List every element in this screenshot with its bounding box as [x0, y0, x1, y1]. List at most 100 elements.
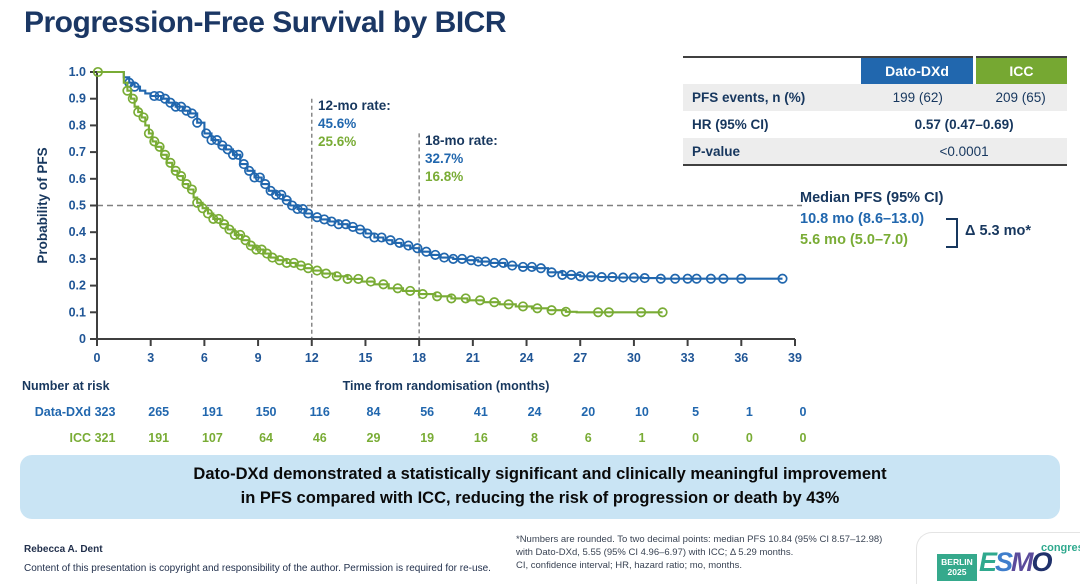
censor-mark-icc: [432, 291, 443, 302]
censor-mark-icc: [213, 213, 224, 224]
median-pfs-block: Median PFS (95% CI) 10.8 mo (8.6–13.0) 5…: [800, 190, 1078, 251]
censor-mark-dato-dxd: [249, 172, 260, 183]
annotation-12mo-rate: 12-mo rate: 45.6% 25.6%: [318, 97, 391, 152]
annotation-18mo-dato-value: 32.7%: [425, 151, 464, 167]
summary-line-2: in PFS compared with ICC, reducing the r…: [240, 489, 840, 507]
footer-author-block: Rebecca A. Dent Content of this presenta…: [24, 544, 491, 574]
risk-count: 46: [313, 431, 327, 445]
censor-mark-icc: [603, 307, 614, 318]
summary-line-1: Dato-DXd demonstrated a statistically si…: [193, 465, 887, 484]
censor-mark-dato-dxd: [206, 135, 217, 146]
risk-count: 150: [256, 405, 277, 419]
risk-count: 323: [95, 405, 116, 419]
censor-mark-icc: [143, 128, 154, 139]
esmo-letter-o: O: [1031, 547, 1053, 577]
esmo-wordmark: ESMO: [979, 547, 1053, 578]
censor-mark-dato-dxd: [333, 219, 344, 230]
y-tick-label: 0.6: [69, 172, 86, 186]
censor-mark-dato-dxd: [292, 203, 303, 215]
censor-mark-dato-dxd: [498, 257, 509, 268]
x-tick-label: 6: [201, 351, 208, 365]
censor-mark-dato-dxd: [276, 189, 287, 200]
esmo-letter-m: M: [1011, 547, 1033, 577]
y-tick-label: 0.3: [69, 252, 86, 266]
x-tick-label: 3: [147, 351, 154, 365]
stats-table-col-dato: Dato-DXd: [861, 57, 976, 84]
censor-mark-dato-dxd: [211, 135, 222, 146]
footnotes: *Numbers are rounded. To two decimal poi…: [516, 533, 882, 572]
footnote-line-1: *Numbers are rounded. To two decimal poi…: [516, 534, 883, 545]
censor-mark-dato-dxd: [412, 243, 423, 254]
censor-mark-icc: [170, 165, 181, 176]
censor-mark-icc: [127, 93, 138, 104]
censor-mark-dato-dxd: [394, 237, 405, 248]
x-tick-label: 36: [734, 351, 748, 365]
table-row: PFS events, n (%) 199 (62) 209 (65): [683, 84, 1067, 111]
censor-mark-dato-dxd: [628, 272, 639, 283]
author-name: Rebecca A. Dent: [24, 544, 103, 555]
p-value-label: P-value: [692, 143, 741, 159]
censor-mark-dato-dxd: [149, 90, 160, 102]
x-tick-label: 21: [466, 351, 480, 365]
risk-count: 84: [367, 405, 381, 419]
x-tick-label: 12: [305, 351, 319, 365]
censor-mark-icc: [229, 229, 240, 240]
risk-count: 64: [259, 431, 273, 445]
median-pfs-dato-value: 10.8 mo (8.6–13.0): [800, 211, 925, 227]
risk-count: 5: [692, 405, 699, 419]
censor-mark-dato-dxd: [303, 208, 314, 219]
berlin-year: 2025: [947, 567, 967, 578]
censor-mark-icc: [321, 268, 332, 279]
risk-count: 24: [528, 405, 542, 419]
censor-mark-icc: [133, 107, 144, 118]
censor-mark-dato-dxd: [705, 273, 716, 284]
median-pfs-icc-value: 5.6 mo (5.0–7.0): [800, 232, 908, 249]
censor-mark-icc: [240, 235, 251, 246]
censor-mark-icc: [181, 179, 192, 190]
censor-mark-icc: [154, 141, 165, 152]
risk-count: 107: [202, 431, 223, 445]
y-tick-label: 0.5: [69, 199, 86, 213]
censor-mark-dato-dxd: [201, 128, 212, 139]
median-pfs-title: Median PFS (95% CI): [800, 190, 944, 206]
risk-row-label: ICC: [69, 431, 91, 445]
censor-mark-icc: [159, 149, 171, 160]
y-tick-label: 0.8: [69, 118, 86, 132]
km-curve-icc: [97, 70, 663, 314]
censor-mark-icc: [517, 301, 529, 312]
censor-mark-icc: [446, 293, 457, 304]
censor-mark-dato-dxd: [421, 246, 432, 257]
annotation-18mo-title: 18-mo rate:: [425, 133, 498, 148]
table-row: P-value <0.0001: [683, 138, 1067, 165]
censor-mark-dato-dxd: [270, 189, 282, 200]
censor-mark-dato-dxd: [238, 159, 249, 170]
esmo-congress-logo: BERLIN 2025 ESMO congress: [916, 532, 1080, 584]
risk-count: 56: [420, 405, 434, 419]
delta-bracket: [946, 218, 958, 248]
risk-count: 0: [800, 405, 807, 419]
censor-mark-dato-dxd: [507, 260, 518, 271]
censor-mark-icc: [503, 299, 514, 310]
censor-mark-icc: [353, 273, 364, 284]
censor-mark-icc: [593, 307, 604, 318]
censor-mark-icc: [208, 213, 219, 224]
censor-mark-icc: [378, 279, 389, 290]
x-tick-label: 27: [573, 351, 587, 365]
censor-mark-dato-dxd: [260, 179, 271, 190]
censor-mark-dato-dxd: [585, 271, 597, 282]
censor-mark-dato-dxd: [607, 272, 618, 283]
x-tick-label: 39: [788, 351, 802, 365]
stats-table-empty-cell: [683, 57, 862, 84]
esmo-letter-s: S: [995, 547, 1013, 577]
censor-mark-icc: [149, 136, 160, 147]
censor-mark-dato-dxd: [473, 256, 484, 267]
risk-row-label: Data-DXd: [35, 405, 91, 419]
risk-count: 191: [202, 405, 223, 419]
annotation-18mo-icc-value: 16.8%: [425, 169, 464, 185]
pfs-events-icc-value: 209 (65): [995, 90, 1046, 105]
annotation-12mo-title: 12-mo rate:: [318, 98, 391, 113]
censor-mark-dato-dxd: [655, 273, 666, 284]
risk-count: 321: [95, 431, 116, 445]
x-axis-title: Time from randomisation (months): [343, 379, 550, 393]
risk-count: 29: [367, 431, 381, 445]
